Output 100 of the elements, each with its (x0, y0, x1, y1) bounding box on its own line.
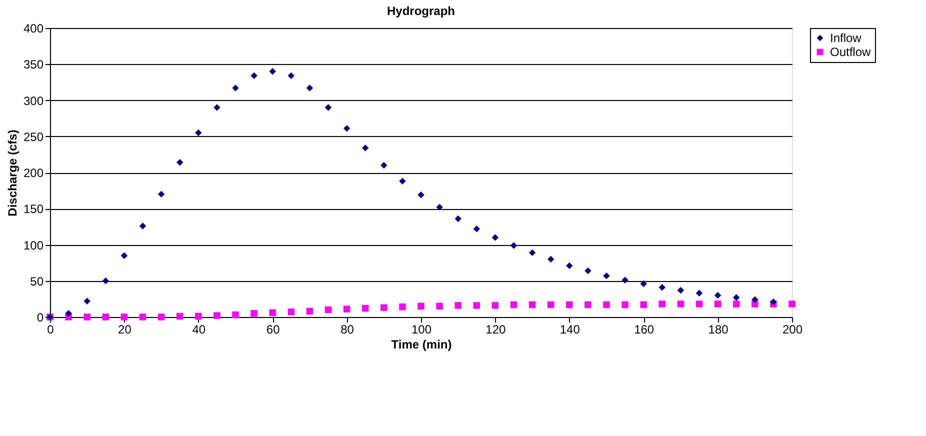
point (84, 314, 90, 320)
point (288, 308, 295, 316)
point (139, 314, 146, 320)
point (399, 304, 406, 310)
point (714, 300, 722, 308)
point (120, 314, 128, 320)
point (380, 162, 388, 169)
y-tick-label: 300 (23, 94, 44, 108)
point (696, 300, 703, 308)
point (158, 190, 165, 198)
point (603, 272, 610, 280)
point (566, 301, 573, 308)
point (584, 267, 592, 274)
point (232, 311, 239, 318)
point (399, 178, 406, 185)
point (732, 300, 740, 308)
point (640, 301, 647, 308)
point (214, 104, 220, 111)
point (288, 72, 295, 80)
point (622, 301, 628, 308)
x-tick-label: 200 (782, 322, 803, 336)
point (306, 84, 314, 92)
point (418, 302, 424, 310)
point (269, 309, 276, 316)
x-tick-label: 120 (486, 322, 506, 336)
point (176, 159, 184, 166)
point (566, 262, 573, 270)
point (195, 129, 202, 136)
legend-label: Outflow (830, 45, 872, 59)
point (306, 308, 314, 315)
y-tick-label: 150 (23, 202, 44, 216)
point (603, 301, 610, 308)
y-tick-label: 350 (23, 58, 44, 72)
legend-label: Inflow (830, 31, 862, 45)
point (250, 310, 258, 317)
point (547, 301, 554, 308)
point (436, 204, 443, 211)
point (269, 68, 276, 75)
point (770, 298, 777, 306)
y-tick-label: 400 (23, 22, 44, 36)
point (195, 312, 202, 320)
point (528, 249, 536, 256)
point (492, 302, 499, 309)
x-axis-title: Time (min) (391, 338, 452, 352)
point (658, 300, 666, 308)
point (380, 304, 388, 311)
point (324, 104, 332, 111)
point (250, 72, 258, 80)
point (120, 252, 128, 259)
point (584, 301, 592, 308)
point (324, 306, 332, 314)
point (214, 312, 220, 319)
y-tick-label: 250 (23, 130, 44, 144)
point (640, 280, 647, 288)
x-tick-label: 20 (118, 322, 132, 336)
x-tick-label: 40 (192, 322, 206, 336)
point (732, 294, 740, 301)
point (418, 192, 424, 198)
point (658, 284, 666, 291)
point (139, 222, 146, 230)
point (176, 312, 184, 320)
point (84, 298, 90, 304)
x-tick-label: 160 (634, 322, 654, 336)
point (454, 302, 462, 309)
point (696, 290, 703, 297)
y-tick-label: 100 (23, 238, 44, 252)
point (622, 276, 628, 284)
point (362, 144, 369, 152)
point (492, 234, 499, 241)
point (528, 301, 536, 308)
y-axis-title: Discharge (cfs) (5, 130, 20, 216)
point (102, 278, 110, 284)
x-tick-label: 80 (340, 322, 354, 336)
y-tick-label: 50 (30, 274, 44, 288)
point (752, 296, 758, 304)
point (102, 314, 110, 320)
y-tick-label: 200 (23, 166, 44, 180)
point (547, 256, 554, 263)
point (473, 302, 480, 309)
point (343, 125, 350, 132)
x-tick-label: 140 (560, 322, 580, 336)
point (158, 314, 165, 320)
x-tick-label: 100 (411, 322, 432, 336)
point (788, 300, 796, 308)
point (714, 292, 722, 299)
point (454, 215, 462, 222)
point (677, 286, 684, 294)
point (473, 226, 480, 232)
chart-title: Hydrograph (386, 4, 456, 18)
point (510, 242, 518, 249)
x-tick-label: 0 (47, 322, 54, 336)
point (436, 302, 443, 310)
point (232, 84, 239, 92)
point (362, 304, 369, 312)
point (343, 306, 350, 312)
x-tick-label: 180 (708, 322, 729, 336)
y-tick-label: 0 (36, 310, 44, 324)
point (677, 300, 684, 308)
point (65, 310, 72, 317)
x-tick-label: 60 (266, 322, 280, 336)
